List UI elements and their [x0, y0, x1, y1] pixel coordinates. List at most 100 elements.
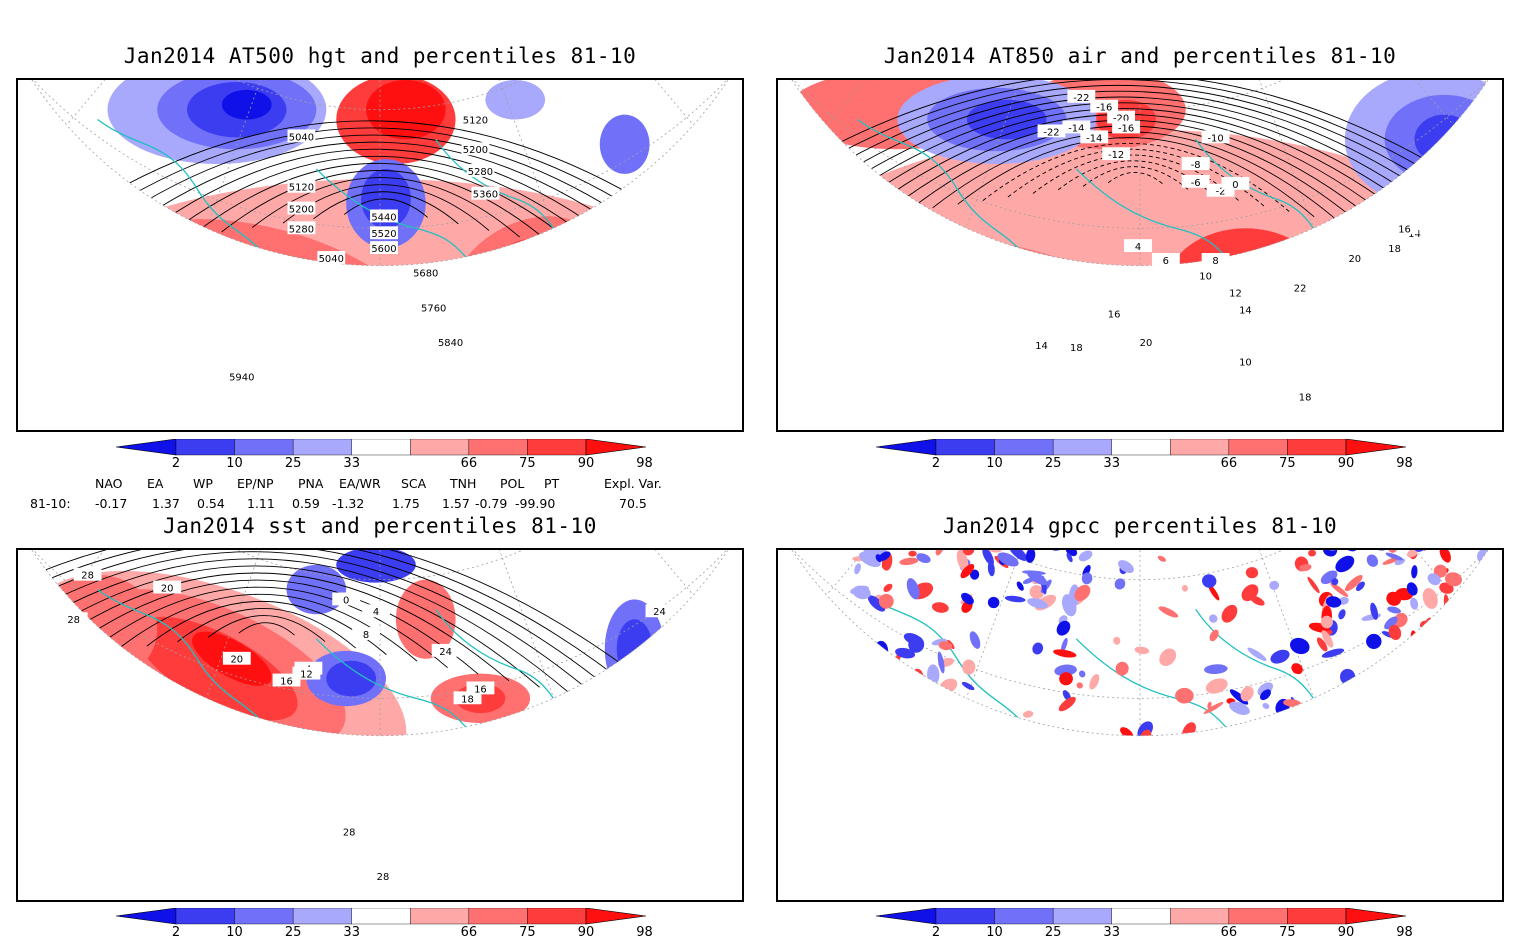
precip-cell — [1207, 701, 1212, 709]
contour-label-bg — [352, 627, 380, 640]
contour-label: 6 — [1163, 256, 1169, 267]
contour-line — [177, 608, 357, 649]
colorbar-sst: 2 10 25 33 66 75 90 98 — [116, 908, 653, 942]
colorbar-swatch — [1052, 439, 1112, 456]
precip-cell — [1338, 609, 1346, 620]
precip-cell — [960, 563, 975, 579]
contour-line — [54, 579, 479, 675]
precip-cell — [1027, 570, 1048, 586]
precip-cell — [1209, 614, 1218, 623]
precip-cell — [1385, 552, 1404, 561]
contour-label-bg — [1132, 335, 1160, 348]
precip-cell — [1204, 664, 1228, 675]
precip-cell — [1027, 598, 1048, 609]
contour-label: 12 — [300, 670, 313, 681]
precip-cell — [1175, 687, 1194, 704]
contour-label-bg — [272, 673, 301, 687]
index-header: PT — [544, 476, 560, 491]
precip-cell — [962, 550, 975, 556]
index-header: PNA — [298, 476, 324, 491]
contour-label-bg — [1181, 174, 1210, 188]
index-header: NAO — [95, 476, 123, 491]
colorbar-swatch — [468, 439, 528, 456]
precip-cell — [987, 561, 995, 577]
precip-cell — [1331, 578, 1339, 586]
contour-label-bg — [1380, 241, 1409, 255]
precip-cell — [867, 595, 886, 612]
contour-label-bg — [1191, 268, 1220, 282]
contour-label: 28 — [343, 828, 356, 839]
percentile-shade — [286, 564, 347, 615]
colorbar-arrow-low — [876, 439, 937, 456]
colorbar-tick-label: 90 — [577, 456, 595, 471]
index-header: Expl. Var. — [604, 476, 662, 491]
percentile-shade — [326, 660, 377, 697]
precip-cell — [1335, 555, 1355, 573]
contour-label: -10 — [1207, 133, 1223, 144]
map-mask — [778, 80, 1502, 430]
contour-label: 14 — [1035, 341, 1048, 352]
index-header: TNH — [450, 476, 477, 491]
contour-label: -6 — [1191, 178, 1201, 189]
colorbar-tick-label: 75 — [1279, 925, 1296, 940]
map-mask — [18, 80, 742, 430]
precip-cell — [1370, 602, 1379, 620]
index-header: EP/NP — [237, 476, 274, 491]
precip-cell — [1406, 550, 1418, 558]
contour-label: 5840 — [438, 338, 463, 349]
precip-cell — [863, 550, 879, 556]
colorbar-swatch — [410, 908, 470, 925]
precip-cell — [1181, 585, 1188, 592]
colorbar-tick-label: 25 — [284, 925, 302, 940]
precip-cell — [1342, 550, 1359, 552]
precip-cell — [878, 593, 894, 609]
index-value: -1.32 — [332, 496, 365, 511]
precip-cell — [1322, 550, 1338, 557]
contour-label: 5520 — [371, 229, 396, 240]
precip-cell — [1269, 580, 1280, 590]
precip-cell — [1053, 649, 1077, 658]
colorbar-tick-label: 75 — [519, 925, 536, 940]
contour-line — [1107, 172, 1165, 186]
precip-cell — [1388, 625, 1402, 640]
contour-label-bg — [1340, 251, 1369, 264]
contour-line — [18, 550, 663, 714]
contour-label: 5200 — [289, 205, 314, 216]
contour-label-bg — [1107, 110, 1136, 124]
colorbar-arrow-low — [116, 908, 177, 925]
colorbar-tick-label: 25 — [1044, 456, 1062, 471]
contour-line — [18, 550, 632, 708]
contour-label-bg — [1102, 147, 1131, 161]
precip-cell — [908, 550, 917, 557]
contour-label-bg — [1067, 89, 1096, 103]
contour-line — [1007, 148, 1265, 207]
colorbar-swatch — [351, 908, 411, 925]
contour-label-bg — [287, 129, 316, 143]
colorbar-arrow-low — [876, 908, 937, 925]
precip-cell — [1056, 620, 1071, 636]
contour-label: 18 — [461, 694, 474, 705]
contour-label: 5040 — [289, 132, 314, 143]
contour-label: 12 — [1229, 289, 1242, 300]
precip-cell — [1032, 642, 1044, 655]
precip-cell — [1240, 686, 1254, 702]
precip-cell — [1321, 630, 1334, 648]
precip-cell — [1134, 646, 1150, 655]
contour-label: -12 — [1108, 150, 1124, 161]
precip-cell — [1308, 550, 1316, 557]
precip-cell — [1388, 550, 1398, 553]
colorbar-arrow-high — [585, 908, 646, 925]
precip-cell — [1262, 702, 1270, 709]
contour-label: 10 — [1199, 272, 1212, 283]
colorbar-tick-label: 10 — [226, 456, 243, 471]
colorbar-tick-label: 10 — [226, 925, 243, 940]
contour-line — [207, 615, 326, 642]
colorbar-tick-label: 90 — [1337, 456, 1355, 471]
precip-cell — [1115, 661, 1129, 676]
contour-label: 4 — [373, 607, 379, 618]
contour-label-bg — [287, 201, 316, 215]
index-header: POL — [500, 476, 525, 491]
contour-label-bg — [1390, 221, 1419, 235]
colorbar-swatch — [1287, 908, 1347, 925]
contour-label-bg — [335, 824, 364, 838]
